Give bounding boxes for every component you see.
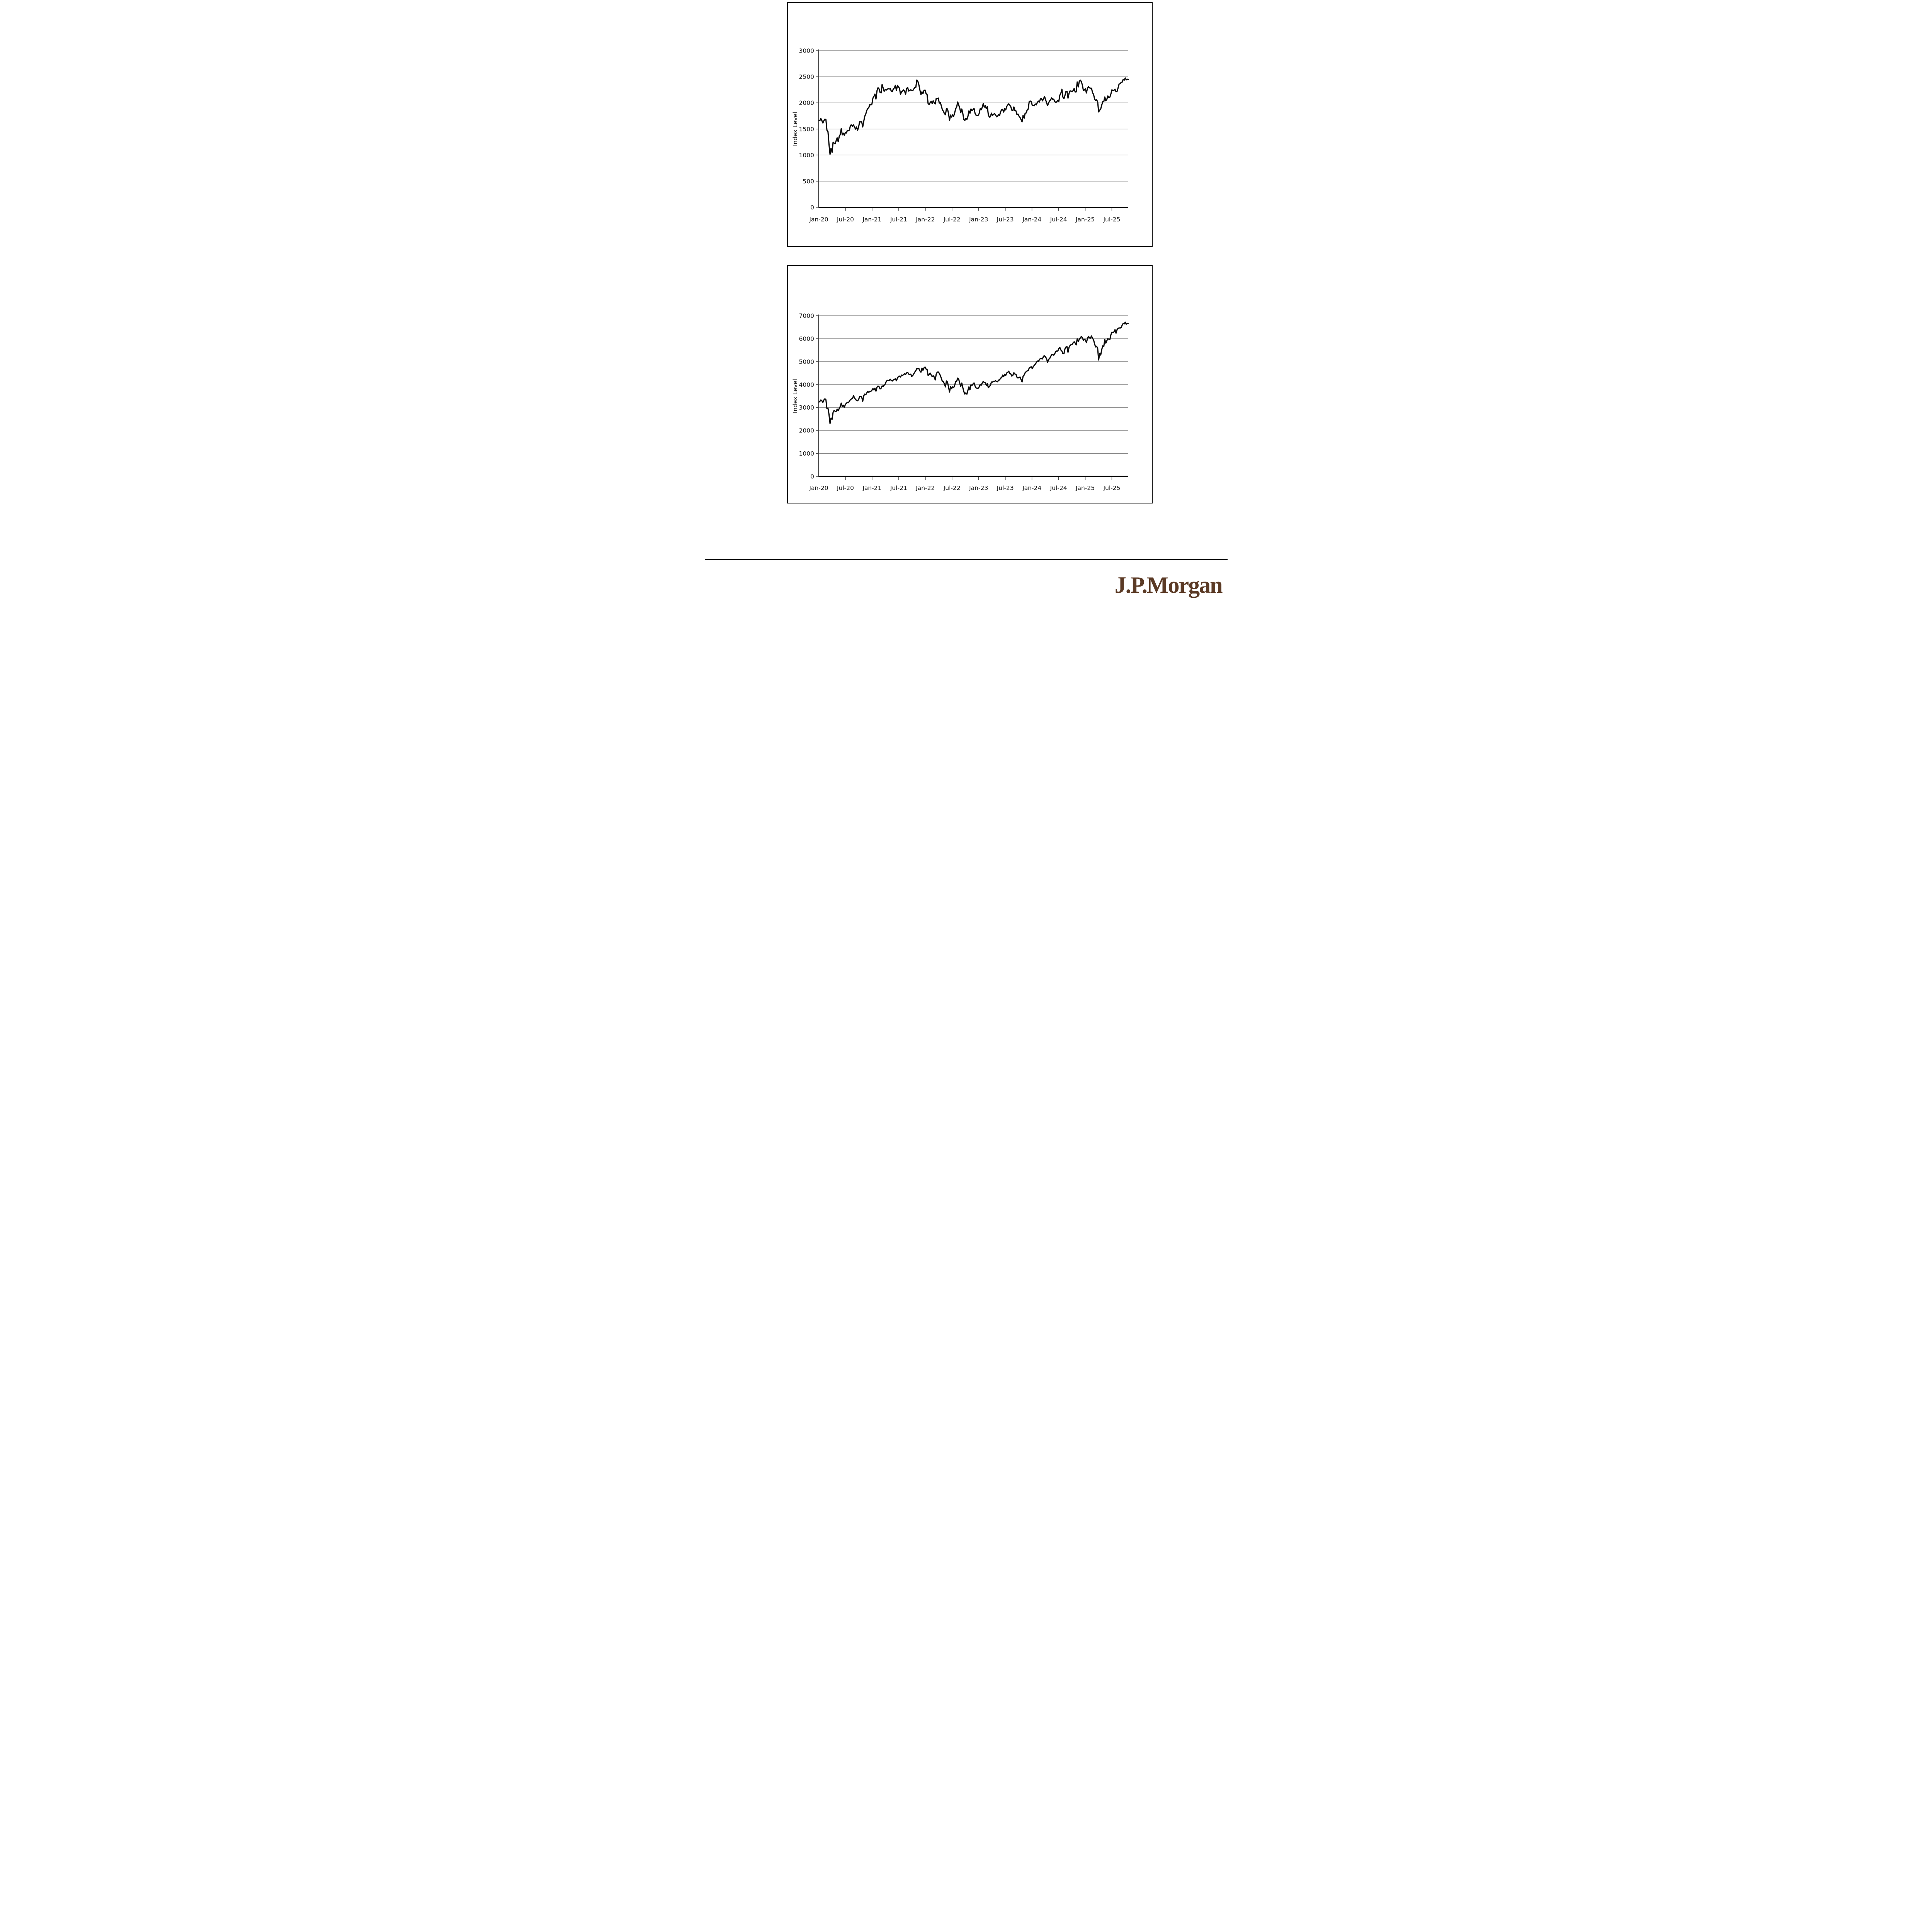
- x-tick-label: Jul-22: [943, 216, 960, 223]
- y-tick-label: 2000: [799, 100, 814, 107]
- y-tick-label: 500: [803, 178, 814, 185]
- x-tick-label: Jan-24: [1022, 485, 1041, 492]
- x-tick-label: Jul-20: [836, 485, 854, 492]
- jpmorgan-logo: J.P.Morgan: [1114, 572, 1223, 598]
- x-tick-label: Jan-25: [1075, 216, 1094, 223]
- footer-divider: [704, 559, 1228, 560]
- x-tick-label: Jan-22: [915, 216, 935, 223]
- x-tick-label: Jul-25: [1103, 485, 1120, 492]
- x-tick-label: Jan-23: [969, 216, 988, 223]
- x-tick-label: Jan-20: [809, 485, 828, 492]
- y-tick-label: 6000: [799, 335, 814, 342]
- x-tick-label: Jan-25: [1075, 485, 1094, 492]
- x-tick-label: Jul-23: [996, 485, 1014, 492]
- y-tick-label: 0: [810, 473, 814, 480]
- top-chart-frame: 0 500 1000 1500 2000 2500 3000 Jan-20 Jul-20 Jan-…: [787, 2, 1153, 247]
- y-tick-label: 3000: [799, 404, 814, 411]
- y-tick-label: 7000: [799, 313, 814, 320]
- y-tick-label: 1500: [799, 126, 814, 133]
- x-tick-label: Jan-24: [1022, 216, 1041, 223]
- bottom-chart-frame: 0 1000 2000 3000 4000 5000 6000 7000 Jan-20 Jul-2…: [787, 265, 1153, 503]
- x-tick-label: Jul-21: [889, 485, 907, 492]
- report-page: 0 500 1000 1500 2000 2500 3000 Jan-20 Jul-20 Jan-…: [704, 0, 1228, 603]
- x-tick-label: Jul-20: [836, 216, 854, 223]
- y-tick-label: 3000: [799, 48, 814, 54]
- x-tick-label: Jul-24: [1049, 485, 1067, 492]
- top-index-level-chart: 0 500 1000 1500 2000 2500 3000 Jan-20 Jul-20 Jan-…: [792, 48, 1129, 223]
- x-tick-label: Jul-24: [1049, 216, 1067, 223]
- index-line: [818, 77, 1129, 155]
- y-tick-label: 1000: [799, 450, 814, 457]
- y-axis-title: Index Level: [792, 112, 799, 146]
- x-tick-label: Jan-21: [862, 216, 881, 223]
- y-tick-label: 2500: [799, 73, 814, 80]
- x-tick-label: Jan-23: [969, 485, 988, 492]
- y-axis-title: Index Level: [792, 379, 799, 413]
- y-tick-label: 5000: [799, 358, 814, 365]
- x-tick-label: Jan-21: [862, 485, 881, 492]
- x-tick-label: Jul-23: [996, 216, 1014, 223]
- bottom-index-level-chart: 0 1000 2000 3000 4000 5000 6000 7000 Jan-20 Jul-2…: [792, 313, 1129, 492]
- index-line: [818, 321, 1129, 424]
- x-tick-label: Jan-20: [809, 216, 828, 223]
- x-tick-label: Jul-25: [1103, 216, 1120, 223]
- x-tick-label: Jul-21: [889, 216, 907, 223]
- y-tick-label: 0: [810, 204, 814, 211]
- y-tick-label: 1000: [799, 152, 814, 159]
- y-tick-label: 4000: [799, 381, 814, 388]
- x-tick-label: Jul-22: [943, 485, 960, 492]
- y-tick-label: 2000: [799, 427, 814, 434]
- x-tick-label: Jan-22: [915, 485, 935, 492]
